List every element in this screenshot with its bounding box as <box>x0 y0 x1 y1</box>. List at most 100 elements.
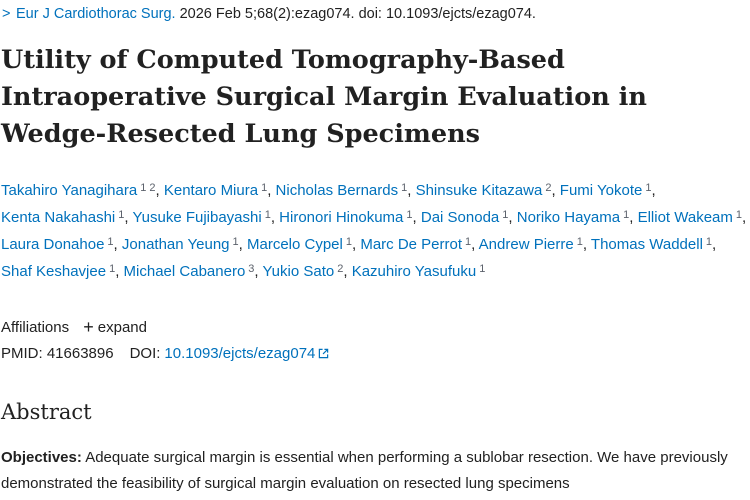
objectives-text: Adequate surgical margin is essential wh… <box>1 449 728 492</box>
author-separator: , <box>351 236 361 253</box>
author-item: Dai Sonoda 1 <box>421 209 509 226</box>
author-name-link[interactable]: Michael Cabanero <box>123 263 246 280</box>
author-name-link[interactable]: Thomas Waddell <box>590 236 703 253</box>
author-separator: , <box>629 209 638 226</box>
author-item: Yukio Sato 2 <box>263 263 344 280</box>
author-separator: , <box>651 182 656 199</box>
author-name-link[interactable]: Kenta Nakahashi <box>1 209 116 226</box>
author-affiliation-number[interactable]: 1 <box>109 263 116 275</box>
author-item: Thomas Waddell 1 <box>591 236 712 253</box>
doi-label: DOI: <box>129 345 161 362</box>
author-separator: , <box>254 263 263 280</box>
expand-affiliations-button[interactable]: + expand <box>83 317 147 337</box>
identifiers-row: PMID: 41663896 DOI: 10.1093/ejcts/ezag074 <box>1 345 329 362</box>
author-separator: , <box>471 236 479 253</box>
author-affiliation-number[interactable]: 1 <box>623 209 630 221</box>
author-name-link[interactable]: Laura Donahoe <box>1 236 105 253</box>
author-name-link[interactable]: Nicholas Bernards <box>275 182 399 199</box>
doi-link[interactable]: 10.1093/ejcts/ezag074 <box>164 345 329 362</box>
author-name-link[interactable]: Jonathan Yeung <box>121 236 230 253</box>
author-affiliation-number[interactable]: 1 <box>645 182 652 194</box>
author-name-link[interactable]: Yusuke Fujibayashi <box>132 209 262 226</box>
author-item: Michael Cabanero 3 <box>124 263 255 280</box>
author-separator: , <box>742 209 747 226</box>
author-item: Andrew Pierre 1 <box>479 236 583 253</box>
author-item: Shaf Keshavjee 1 <box>1 263 115 280</box>
author-separator: , <box>508 209 517 226</box>
author-name-link[interactable]: Elliot Wakeam <box>637 209 733 226</box>
author-name-link[interactable]: Marc De Perrot <box>360 236 463 253</box>
author-separator: , <box>115 263 124 280</box>
author-item: Kazuhiro Yasufuku 1 <box>352 263 486 280</box>
author-affiliation-number[interactable]: 1 <box>479 263 486 275</box>
author-affiliation-number[interactable]: 1 <box>264 209 271 221</box>
author-item: Elliot Wakeam 1 <box>638 209 742 226</box>
journal-link[interactable]: Eur J Cardiothorac Surg. <box>16 6 176 22</box>
author-affiliation-number[interactable]: 1 <box>118 209 125 221</box>
author-item: Takahiro Yanagihara 1 2 <box>1 182 156 199</box>
author-affiliation-number[interactable]: 1 <box>465 236 472 248</box>
author-affiliation-number[interactable]: 1 <box>705 236 713 248</box>
author-name-link[interactable]: Noriko Hayama <box>516 209 621 226</box>
author-separator: , <box>155 182 164 199</box>
author-item: Noriko Hayama 1 <box>517 209 630 226</box>
author-affiliation-number[interactable]: 3 <box>248 263 255 275</box>
author-item: Kentaro Miura 1 <box>164 182 267 199</box>
author-name-link[interactable]: Takahiro Yanagihara <box>1 182 138 199</box>
citation-details: 2026 Feb 5;68(2):ezag074. doi: 10.1093/e… <box>175 6 536 22</box>
author-affiliation-number[interactable]: 2 <box>337 263 344 275</box>
author-affiliation-number[interactable]: 1 <box>401 182 408 194</box>
author-affiliation-number[interactable]: 1 <box>107 236 114 248</box>
plus-icon: + <box>83 317 94 337</box>
author-name-link[interactable]: Kazuhiro Yasufuku <box>351 263 477 280</box>
author-affiliation-number[interactable]: 1 <box>735 209 743 221</box>
objectives-label: Objectives: <box>1 449 82 466</box>
author-affiliation-number[interactable]: 2 <box>545 182 552 194</box>
author-name-link[interactable]: Shaf Keshavjee <box>1 263 107 280</box>
author-name-link[interactable]: Shinsuke Kitazawa <box>415 182 543 199</box>
chevron-right-icon[interactable]: > <box>2 6 11 22</box>
author-separator: , <box>343 263 352 280</box>
abstract-objectives: Objectives: Adequate surgical margin is … <box>1 445 741 497</box>
author-separator: , <box>551 182 560 199</box>
author-name-link[interactable]: Dai Sonoda <box>420 209 500 226</box>
external-link-icon <box>319 348 329 359</box>
expand-label: expand <box>97 319 147 336</box>
author-separator: , <box>124 209 133 226</box>
author-name-link[interactable]: Kentaro Miura <box>163 182 259 199</box>
author-affiliation-number[interactable]: 1 <box>406 209 413 221</box>
author-affiliation-number[interactable]: 1 <box>345 236 352 248</box>
author-separator: , <box>412 209 421 226</box>
author-item: Marc De Perrot 1 <box>360 236 471 253</box>
author-name-link[interactable]: Andrew Pierre <box>478 236 574 253</box>
citation-line: > Eur J Cardiothorac Surg. 2026 Feb 5;68(… <box>2 6 536 22</box>
author-separator: , <box>270 209 280 226</box>
doi-value: 10.1093/ejcts/ezag074 <box>164 345 316 362</box>
author-name-link[interactable]: Hironori Hinokuma <box>279 209 404 226</box>
author-affiliation-number[interactable]: 1 <box>576 236 583 248</box>
author-name-link[interactable]: Yukio Sato <box>262 263 335 280</box>
author-item: Shinsuke Kitazawa 2 <box>416 182 552 199</box>
author-list: Takahiro Yanagihara 1 2, Kentaro Miura 1, … <box>1 176 749 284</box>
author-item: Yusuke Fujibayashi 1 <box>132 209 270 226</box>
article-title: Utility of Computed Tomography-Based Int… <box>1 45 647 149</box>
affiliations-label: Affiliations <box>1 319 70 336</box>
author-separator: , <box>238 236 247 253</box>
abstract-heading: Abstract <box>1 400 92 424</box>
author-item: Kenta Nakahashi 1 <box>1 209 124 226</box>
author-separator: , <box>582 236 591 253</box>
author-affiliation-number[interactable]: 1 2 <box>140 182 156 194</box>
author-separator: , <box>113 236 122 253</box>
author-name-link[interactable]: Fumi Yokote <box>559 182 643 199</box>
author-item: Hironori Hinokuma 1 <box>279 209 412 226</box>
author-affiliation-number[interactable]: 1 <box>232 236 239 248</box>
author-affiliation-number[interactable]: 1 <box>261 182 268 194</box>
affiliations-row: Affiliations + expand <box>1 317 147 338</box>
author-item: Jonathan Yeung 1 <box>122 236 239 253</box>
author-separator: , <box>712 236 717 253</box>
author-item: Marcelo Cypel 1 <box>247 236 352 253</box>
author-affiliation-number[interactable]: 1 <box>502 209 509 221</box>
author-item: Laura Donahoe 1 <box>1 236 114 253</box>
author-name-link[interactable]: Marcelo Cypel <box>246 236 343 253</box>
author-item: Nicholas Bernards 1 <box>276 182 408 199</box>
